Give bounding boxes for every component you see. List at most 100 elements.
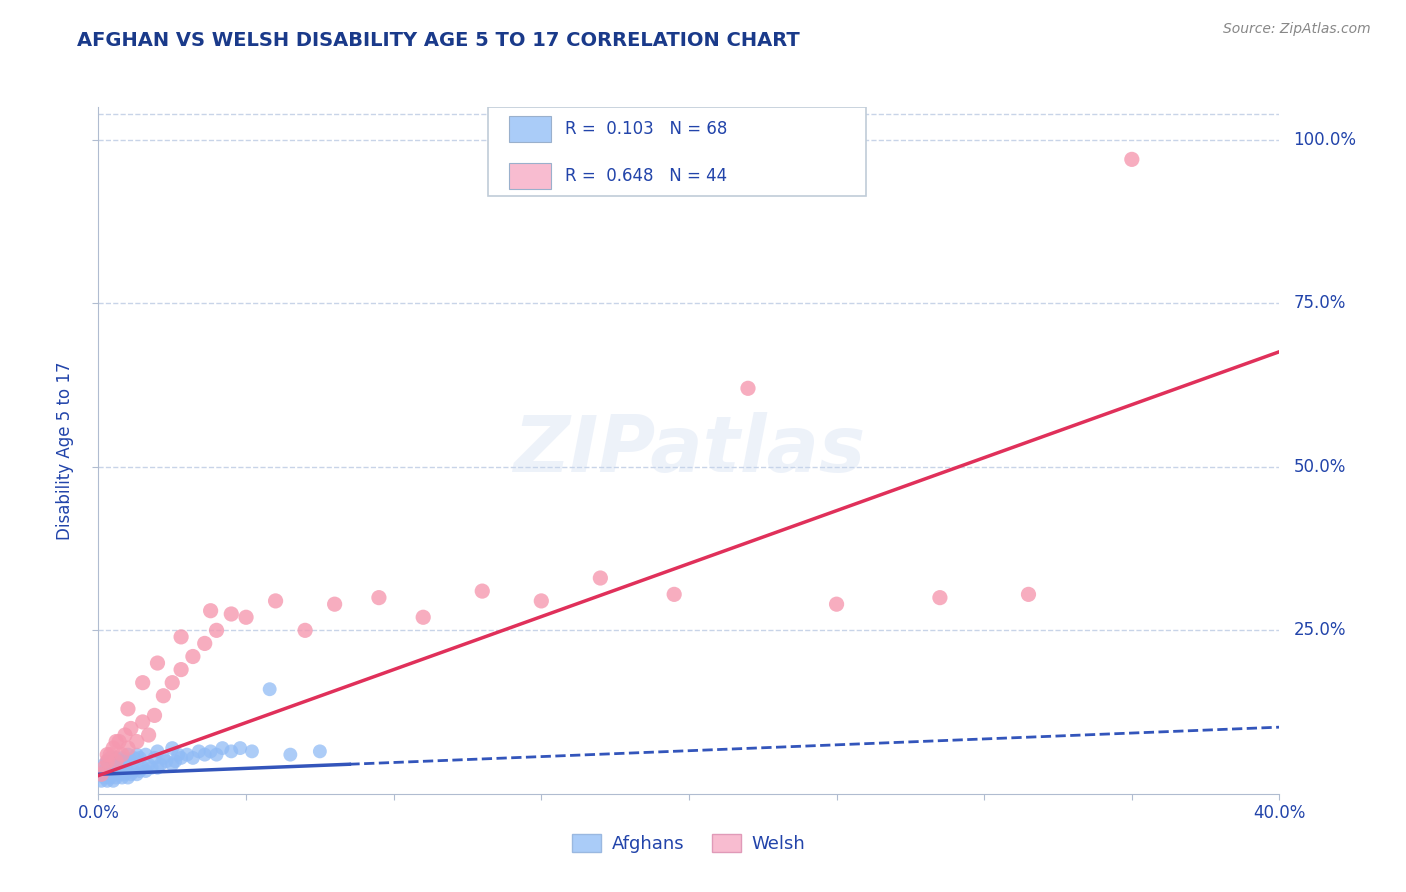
Point: [96, 761, 118, 775]
Text: 75.0%: 75.0%: [1294, 294, 1346, 312]
Point: [114, 754, 136, 768]
Point: [108, 767, 131, 781]
Point: [120, 754, 142, 768]
Point: [1018, 587, 1040, 601]
Point: [117, 771, 139, 785]
Point: [111, 771, 134, 785]
Point: [98, 771, 121, 785]
Point: [170, 751, 193, 765]
Point: [152, 689, 174, 703]
Point: [294, 624, 316, 638]
Text: 100.0%: 100.0%: [1294, 131, 1357, 149]
Point: [108, 761, 131, 775]
Text: ZIPatlas: ZIPatlas: [513, 412, 865, 489]
Point: [211, 741, 233, 756]
Point: [205, 747, 228, 762]
Point: [368, 591, 391, 605]
Point: [108, 754, 131, 768]
Point: [111, 764, 134, 778]
Point: [309, 744, 332, 758]
Point: [181, 649, 204, 664]
Point: [176, 747, 198, 762]
Point: [664, 587, 686, 601]
Point: [120, 722, 142, 736]
Point: [146, 656, 169, 670]
Point: [929, 591, 952, 605]
Bar: [509, 116, 551, 143]
Point: [152, 751, 174, 765]
Point: [103, 761, 125, 775]
Point: [93, 761, 115, 775]
Point: [825, 597, 848, 611]
Point: [194, 747, 217, 762]
Point: [98, 764, 121, 778]
Point: [96, 754, 118, 768]
Point: [170, 663, 193, 677]
Point: [90, 773, 112, 788]
Point: [93, 771, 115, 785]
Point: [146, 744, 169, 758]
Point: [105, 771, 128, 785]
Point: [264, 594, 287, 608]
Point: [143, 708, 166, 723]
Point: [323, 597, 346, 611]
Point: [114, 767, 136, 781]
Point: [205, 624, 228, 638]
Point: [221, 744, 243, 758]
Point: [200, 744, 222, 758]
Point: [98, 747, 121, 762]
Point: [162, 741, 183, 756]
Bar: [509, 162, 551, 189]
Point: [120, 767, 142, 781]
Text: 25.0%: 25.0%: [1294, 622, 1346, 640]
Point: [165, 754, 187, 768]
Point: [105, 754, 128, 768]
Point: [589, 571, 612, 585]
Text: AFGHAN VS WELSH DISABILITY AGE 5 TO 17 CORRELATION CHART: AFGHAN VS WELSH DISABILITY AGE 5 TO 17 C…: [77, 31, 800, 50]
Point: [280, 747, 302, 762]
FancyBboxPatch shape: [488, 107, 866, 196]
Point: [93, 764, 115, 778]
Point: [96, 747, 118, 762]
Point: [221, 607, 243, 621]
Text: Source: ZipAtlas.com: Source: ZipAtlas.com: [1223, 22, 1371, 37]
Point: [96, 754, 118, 768]
Point: [181, 751, 204, 765]
Text: R =  0.103   N = 68: R = 0.103 N = 68: [565, 120, 727, 138]
Point: [125, 767, 148, 781]
Point: [132, 714, 155, 729]
Point: [128, 764, 150, 778]
Point: [132, 761, 155, 775]
Point: [111, 751, 134, 765]
Point: [98, 757, 121, 772]
Point: [114, 728, 136, 742]
Point: [96, 767, 118, 781]
Point: [117, 764, 139, 778]
Point: [128, 751, 150, 765]
Text: R =  0.648   N = 44: R = 0.648 N = 44: [565, 167, 727, 185]
Point: [146, 761, 169, 775]
Point: [105, 734, 128, 748]
Point: [98, 751, 121, 765]
Point: [162, 675, 183, 690]
Point: [138, 728, 160, 742]
Point: [737, 381, 759, 395]
Point: [117, 741, 139, 756]
Point: [90, 767, 112, 781]
Point: [138, 757, 160, 772]
Point: [111, 747, 134, 762]
Point: [105, 751, 128, 765]
Point: [162, 757, 183, 772]
Point: [117, 702, 139, 716]
Point: [108, 734, 131, 748]
Point: [412, 610, 434, 624]
Point: [240, 744, 263, 758]
Point: [117, 747, 139, 762]
Point: [194, 636, 217, 650]
Point: [103, 767, 125, 781]
Point: [132, 675, 155, 690]
Point: [143, 751, 166, 765]
Point: [135, 747, 157, 762]
Point: [122, 751, 145, 765]
Point: [235, 610, 257, 624]
